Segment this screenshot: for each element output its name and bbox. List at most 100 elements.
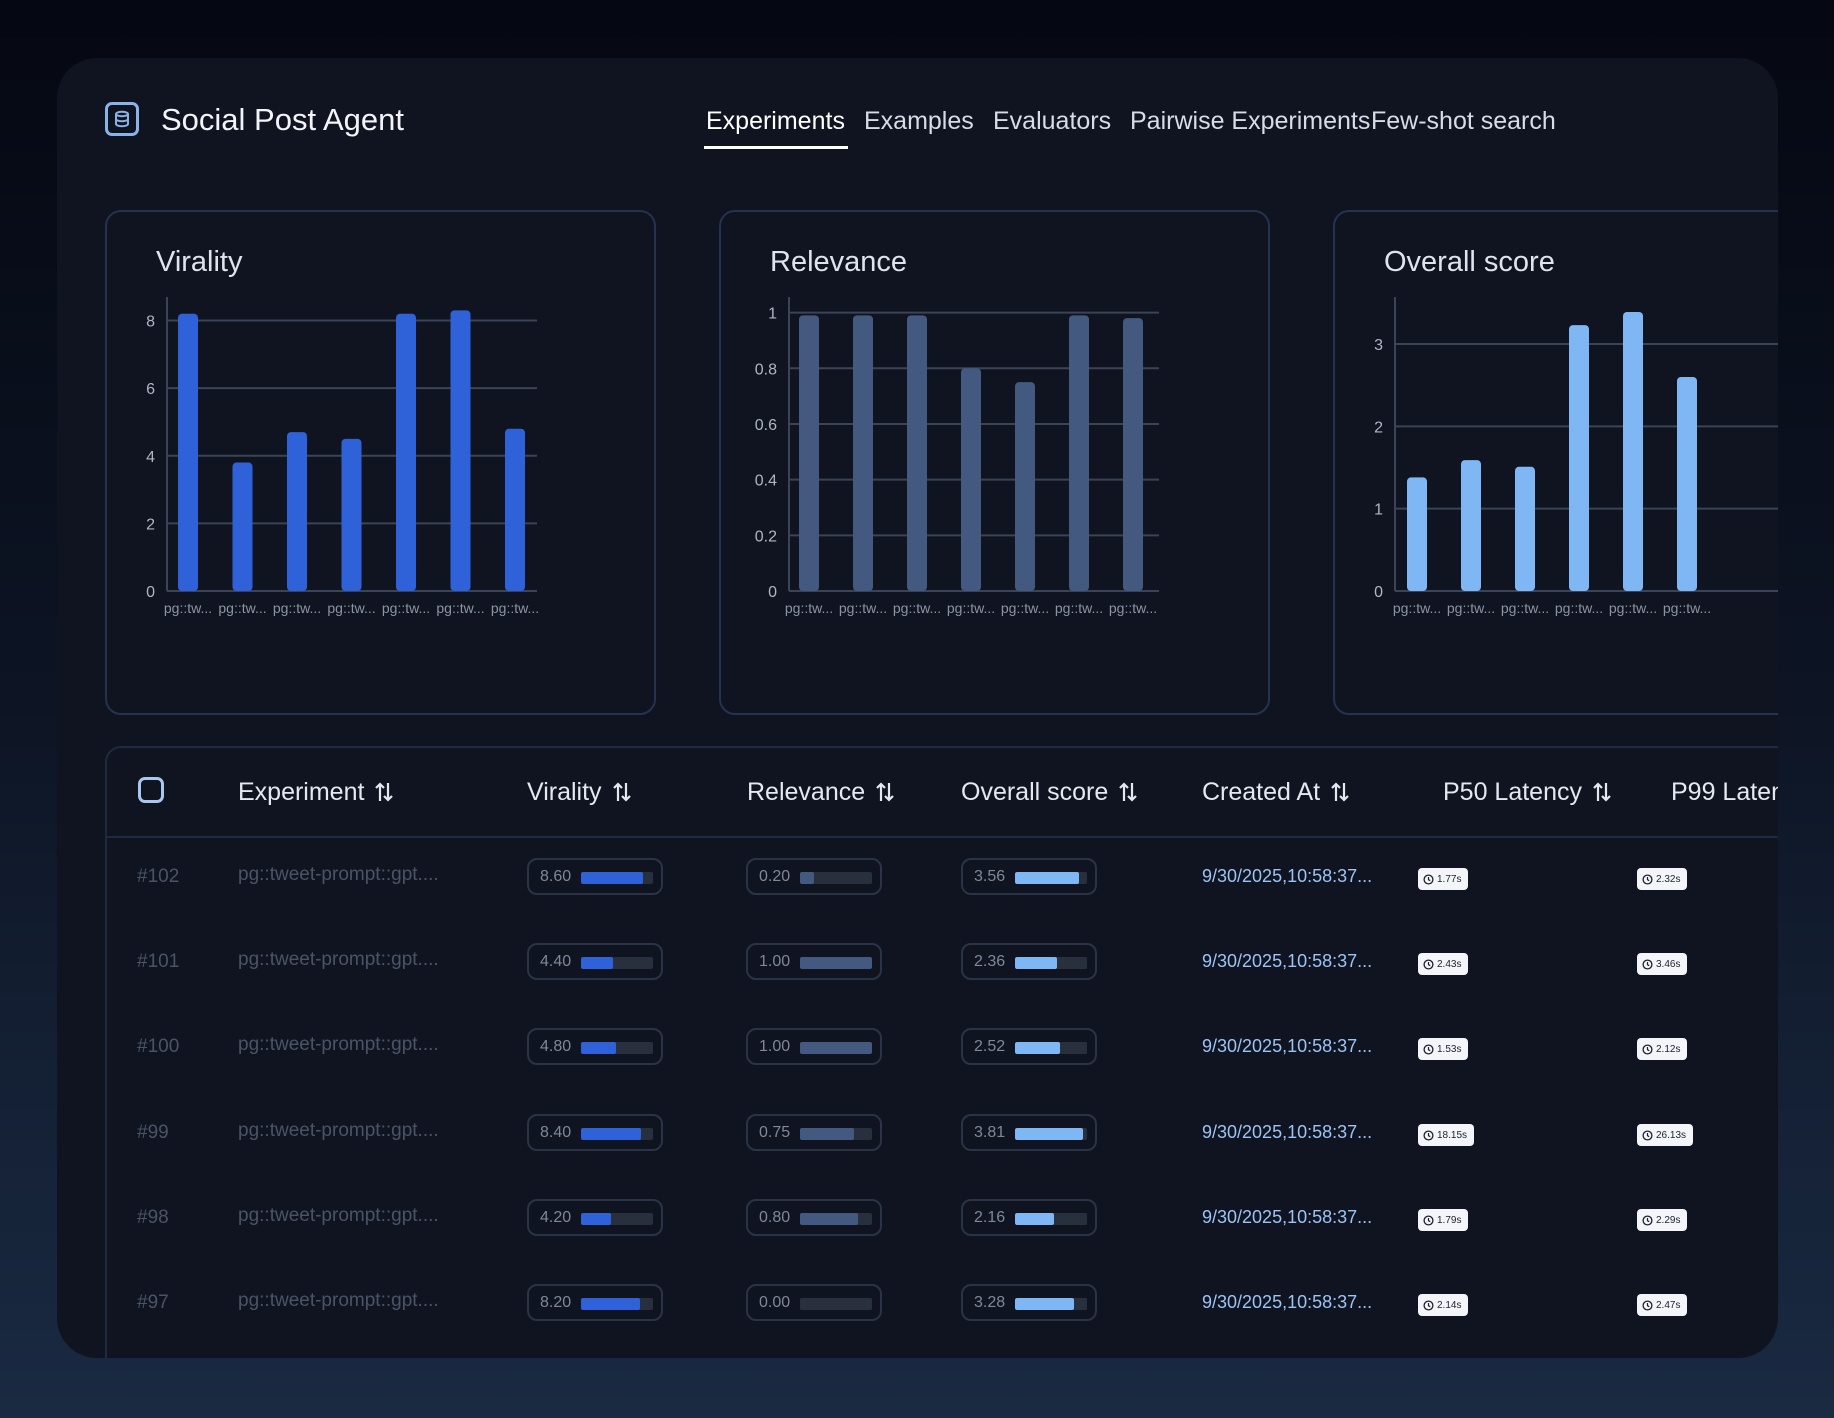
y-tick-label: 3 — [1374, 337, 1383, 354]
p50-latency-badge: 2.14s — [1418, 1294, 1469, 1316]
latency-value: 3.46s — [1656, 958, 1681, 970]
x-tick-label: pg::tw... — [1555, 600, 1603, 616]
column-header-p99-latency[interactable]: P99 Latency — [1671, 777, 1778, 807]
experiment-name[interactable]: pg::tweet-prompt::gpt.... — [238, 1290, 439, 1311]
x-tick-label: pg::tw... — [218, 600, 266, 616]
chart-bar[interactable] — [1515, 466, 1535, 591]
p50-latency-badge: 1.53s — [1418, 1038, 1469, 1060]
sort-arrows-icon[interactable] — [1118, 780, 1138, 810]
chart-bar[interactable] — [1623, 311, 1643, 591]
virality-bar-fill — [581, 1298, 641, 1310]
latency-value: 2.29s — [1656, 1214, 1681, 1226]
overall-score-value: 3.28 — [974, 1294, 1006, 1311]
virality-bar-fill — [581, 1213, 612, 1225]
sort-arrows-icon[interactable] — [1592, 780, 1612, 810]
latency-value: 2.47s — [1656, 1299, 1681, 1311]
sort-arrows-icon[interactable] — [875, 780, 895, 810]
overall-score-score-pill: 2.36 — [961, 943, 1097, 980]
tab-evaluators[interactable]: Evaluators — [993, 107, 1112, 135]
overall-score-value: 2.52 — [974, 1038, 1006, 1055]
virality-bar — [581, 957, 653, 969]
column-header-created-at[interactable]: Created At — [1202, 777, 1350, 810]
x-tick-label: pg::tw... — [1609, 600, 1657, 616]
overall-score-score-pill: 2.52 — [961, 1028, 1097, 1065]
tab-experiments[interactable]: Experiments — [704, 107, 848, 149]
table-row[interactable]: #99 pg::tweet-prompt::gpt.... 8.40 0.75 … — [107, 1090, 1778, 1175]
column-header-p50-latency[interactable]: P50 Latency — [1443, 777, 1612, 810]
table-row[interactable]: #100 pg::tweet-prompt::gpt.... 4.80 1.00… — [107, 1004, 1778, 1089]
x-tick-label: pg::tw... — [491, 600, 539, 616]
sort-arrows-icon[interactable] — [374, 780, 394, 810]
sort-arrows-icon[interactable] — [1330, 780, 1350, 810]
relevance-bar-fill — [800, 957, 872, 969]
chart-bar[interactable] — [232, 462, 253, 591]
column-header-relevance[interactable]: Relevance — [747, 777, 895, 810]
experiment-name[interactable]: pg::tweet-prompt::gpt.... — [238, 1205, 439, 1226]
x-tick-label: pg::tw... — [1663, 600, 1711, 616]
sort-arrows-icon[interactable] — [612, 780, 632, 810]
chart-bar[interactable] — [287, 432, 307, 591]
experiment-id: #100 — [137, 1036, 180, 1057]
x-tick-label: pg::tw... — [1001, 600, 1049, 616]
experiment-name[interactable]: pg::tweet-prompt::gpt.... — [238, 864, 439, 885]
chart-bar[interactable] — [1677, 376, 1697, 591]
experiment-name[interactable]: pg::tweet-prompt::gpt.... — [238, 1120, 439, 1141]
chart-bar[interactable] — [505, 428, 525, 591]
chart-bar[interactable] — [853, 315, 873, 591]
table-row[interactable]: #97 pg::tweet-prompt::gpt.... 8.20 0.00 … — [107, 1260, 1778, 1345]
overall-score-bar — [1015, 957, 1087, 969]
relevance-bar — [800, 872, 872, 884]
chart-bar[interactable] — [1069, 315, 1089, 591]
clock-icon — [1423, 958, 1434, 970]
chart-bar[interactable] — [1569, 325, 1589, 591]
table-row[interactable]: #101 pg::tweet-prompt::gpt.... 4.40 1.00… — [107, 919, 1778, 1004]
created-at: 9/30/2025,10:58:37... — [1202, 1122, 1373, 1142]
experiment-name[interactable]: pg::tweet-prompt::gpt.... — [238, 1034, 439, 1055]
experiment-name[interactable]: pg::tweet-prompt::gpt.... — [238, 949, 439, 970]
latency-value: 26.13s — [1656, 1129, 1687, 1141]
overall-score-bar-fill — [1015, 1213, 1054, 1225]
overall-score-bar-fill — [1015, 1042, 1061, 1054]
virality-chart: 0 2 4 6 8pg::tw... pg::tw... pg::tw... pg::tw..… — [146, 297, 539, 616]
y-tick-label: 8 — [146, 314, 155, 331]
chart-bar[interactable] — [961, 368, 981, 591]
column-header-virality[interactable]: Virality — [527, 777, 632, 810]
chart-bar[interactable] — [1461, 460, 1481, 591]
table-row[interactable]: #102 pg::tweet-prompt::gpt.... 8.60 0.20… — [107, 834, 1778, 919]
column-label: Overall score — [961, 778, 1109, 806]
chart-bar[interactable] — [1123, 318, 1143, 591]
virality-score-pill: 4.20 — [527, 1199, 663, 1236]
overall-score-chart: 0 1 2 3pg::tw... pg::tw... pg::tw... pg::tw...… — [1374, 297, 1778, 616]
chart-bar[interactable] — [907, 315, 927, 591]
chart-bar[interactable] — [450, 310, 471, 591]
chart-title: Relevance — [770, 246, 908, 278]
virality-value: 4.80 — [540, 1038, 572, 1055]
overall-score-value: 2.36 — [974, 953, 1006, 970]
tab-pairwise-experiments[interactable]: Pairwise Experiments — [1130, 107, 1371, 135]
app-window: Social Post Agent Experiments Examples E… — [57, 58, 1778, 1358]
overall-score-bar-fill — [1015, 1128, 1084, 1140]
x-tick-label: pg::tw... — [382, 600, 430, 616]
tab-examples[interactable]: Examples — [864, 107, 974, 135]
overall-score-bar-fill — [1015, 1298, 1075, 1310]
latency-value: 1.53s — [1437, 1043, 1462, 1055]
x-tick-label: pg::tw... — [839, 600, 887, 616]
tab-few-shot-search[interactable]: Few-shot search — [1371, 107, 1556, 135]
relevance-bar — [800, 1298, 872, 1310]
select-all-checkbox[interactable] — [138, 777, 164, 803]
chart-bar[interactable] — [1015, 382, 1035, 591]
p50-latency-badge: 1.77s — [1418, 868, 1469, 890]
chart-title: Virality — [156, 246, 243, 278]
chart-bar[interactable] — [341, 438, 362, 591]
chart-bar[interactable] — [178, 313, 198, 591]
chart-bar[interactable] — [799, 315, 819, 591]
virality-bar-fill — [581, 1128, 642, 1140]
chart-bar[interactable] — [396, 313, 416, 591]
column-header-experiment[interactable]: Experiment — [238, 777, 394, 810]
chart-bar[interactable] — [1407, 477, 1427, 591]
table-row[interactable]: #98 pg::tweet-prompt::gpt.... 4.20 0.80 … — [107, 1175, 1778, 1260]
table-header: Experiment Virality Relevance Overall sc… — [107, 748, 1778, 838]
column-header-overall-score[interactable]: Overall score — [961, 777, 1138, 810]
experiment-id: #101 — [137, 951, 180, 972]
virality-score-pill: 4.80 — [527, 1028, 663, 1065]
